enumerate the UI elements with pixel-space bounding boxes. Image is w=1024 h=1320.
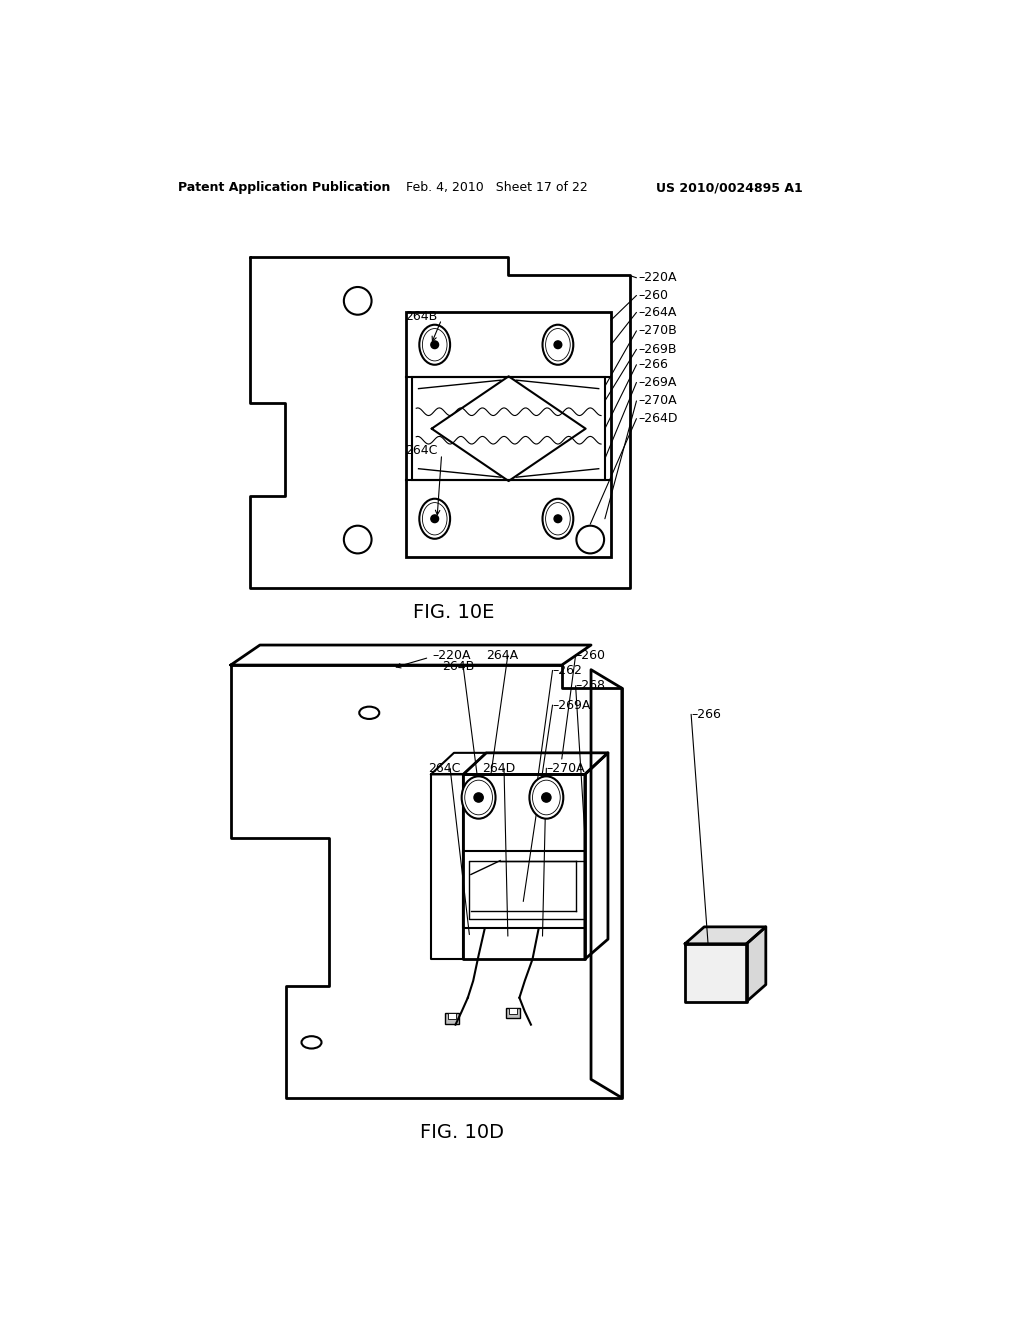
- Circle shape: [554, 341, 562, 348]
- Text: –220A: –220A: [639, 271, 677, 284]
- Ellipse shape: [419, 325, 451, 364]
- Text: –220A: –220A: [432, 648, 471, 661]
- Text: –266: –266: [639, 358, 669, 371]
- Circle shape: [431, 515, 438, 523]
- Text: –269A: –269A: [553, 698, 591, 711]
- Text: 264C: 264C: [404, 445, 437, 458]
- Text: FIG. 10E: FIG. 10E: [414, 603, 495, 622]
- Bar: [506, 1007, 520, 1019]
- Ellipse shape: [529, 776, 563, 818]
- Text: –270A: –270A: [547, 762, 585, 775]
- Text: –268: –268: [575, 680, 605, 693]
- Text: FIG. 10D: FIG. 10D: [420, 1123, 504, 1142]
- Text: –264D: –264D: [639, 412, 678, 425]
- Text: Patent Application Publication: Patent Application Publication: [178, 181, 391, 194]
- Bar: [407, 313, 611, 557]
- Text: –260: –260: [639, 289, 669, 302]
- Ellipse shape: [543, 499, 573, 539]
- Ellipse shape: [543, 325, 573, 364]
- Text: 264B: 264B: [404, 310, 437, 323]
- Polygon shape: [746, 927, 766, 1002]
- Text: –270B: –270B: [639, 325, 678, 338]
- Text: 264A: 264A: [486, 648, 518, 661]
- Text: 264C: 264C: [429, 762, 461, 775]
- Text: –266: –266: [691, 708, 721, 721]
- Text: –269A: –269A: [639, 376, 677, 389]
- Text: –264A: –264A: [639, 306, 677, 319]
- Circle shape: [431, 341, 438, 348]
- Text: US 2010/0024895 A1: US 2010/0024895 A1: [655, 181, 803, 194]
- Polygon shape: [685, 944, 746, 1002]
- Text: 264D: 264D: [482, 762, 516, 775]
- Circle shape: [542, 793, 551, 803]
- Text: 264B: 264B: [441, 660, 474, 673]
- Bar: [444, 1014, 459, 1024]
- Circle shape: [554, 515, 562, 523]
- Ellipse shape: [462, 776, 496, 818]
- Text: –260: –260: [575, 648, 605, 661]
- Bar: [509, 1007, 517, 1014]
- Text: Feb. 4, 2010   Sheet 17 of 22: Feb. 4, 2010 Sheet 17 of 22: [407, 181, 588, 194]
- Ellipse shape: [419, 499, 451, 539]
- Bar: [447, 1014, 456, 1019]
- Circle shape: [474, 793, 483, 803]
- Polygon shape: [685, 927, 766, 944]
- Text: –262: –262: [553, 664, 583, 677]
- Bar: [413, 378, 605, 480]
- Text: –270A: –270A: [639, 395, 678, 408]
- Text: –269B: –269B: [639, 343, 677, 356]
